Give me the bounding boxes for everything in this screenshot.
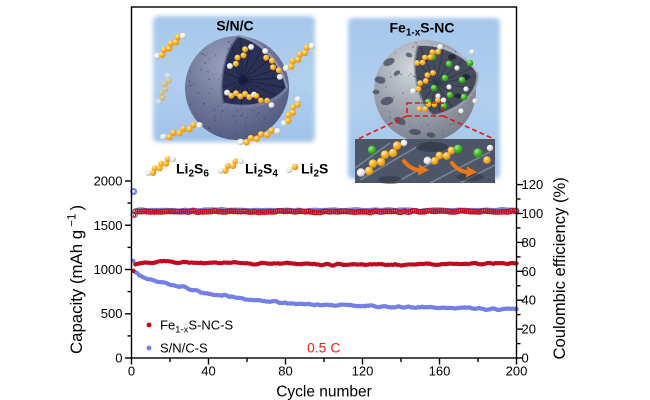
svg-text:Fe1-xS-NC: Fe1-xS-NC <box>389 20 454 39</box>
svg-text:160: 160 <box>429 364 451 379</box>
svg-text:0.5 C: 0.5 C <box>307 340 340 356</box>
svg-text:2000: 2000 <box>94 174 123 189</box>
svg-text:Cycle number: Cycle number <box>276 384 372 400</box>
svg-text:0: 0 <box>522 351 529 366</box>
svg-text:Li2S6: Li2S6 <box>176 161 209 180</box>
svg-text:Li2S4: Li2S4 <box>245 161 278 180</box>
svg-text:60: 60 <box>522 264 536 279</box>
svg-text:120: 120 <box>522 177 544 192</box>
svg-text:80: 80 <box>278 364 292 379</box>
svg-text:S/N/C-S: S/N/C-S <box>160 341 208 356</box>
svg-text:1000: 1000 <box>94 262 123 277</box>
svg-text:120: 120 <box>352 364 374 379</box>
svg-text:0: 0 <box>128 364 135 379</box>
svg-text:0: 0 <box>115 351 122 366</box>
svg-text:100: 100 <box>522 206 544 221</box>
svg-text:1500: 1500 <box>94 218 123 233</box>
svg-text:Capacity (mAh g −1 ): Capacity (mAh g −1 ) <box>67 205 87 354</box>
svg-text:40: 40 <box>201 364 215 379</box>
svg-text:S/N/C: S/N/C <box>216 18 253 34</box>
svg-text:20: 20 <box>522 322 536 337</box>
svg-text:Coulombic efficiency (%): Coulombic efficiency (%) <box>550 177 569 359</box>
svg-text:80: 80 <box>522 235 536 250</box>
svg-text:500: 500 <box>101 306 123 321</box>
svg-text:Li2S: Li2S <box>301 161 328 180</box>
svg-text:40: 40 <box>522 293 536 308</box>
svg-text:200: 200 <box>506 364 528 379</box>
